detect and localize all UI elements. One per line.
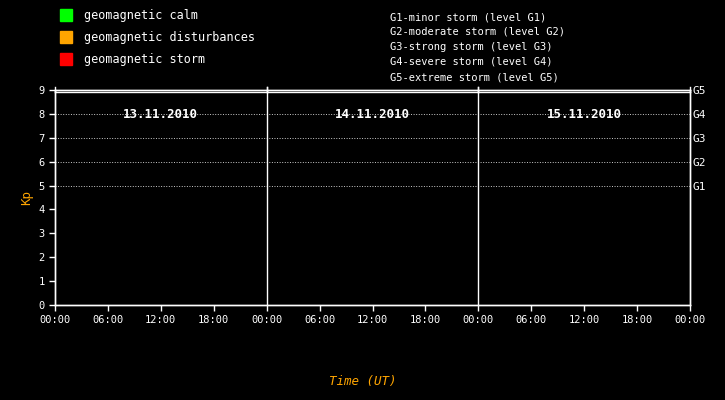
- Text: G2-moderate storm (level G2): G2-moderate storm (level G2): [390, 27, 565, 37]
- Text: G3-strong storm (level G3): G3-strong storm (level G3): [390, 42, 552, 52]
- Text: Time (UT): Time (UT): [328, 375, 397, 388]
- Text: 13.11.2010: 13.11.2010: [123, 108, 199, 121]
- Text: G1-minor storm (level G1): G1-minor storm (level G1): [390, 12, 546, 22]
- Text: geomagnetic calm: geomagnetic calm: [84, 8, 198, 22]
- Text: G5-extreme storm (level G5): G5-extreme storm (level G5): [390, 72, 559, 82]
- Text: 14.11.2010: 14.11.2010: [335, 108, 410, 121]
- Text: geomagnetic disturbances: geomagnetic disturbances: [84, 30, 255, 44]
- Text: 15.11.2010: 15.11.2010: [547, 108, 621, 121]
- Text: G4-severe storm (level G4): G4-severe storm (level G4): [390, 57, 552, 67]
- Y-axis label: Kp: Kp: [20, 190, 33, 205]
- Text: geomagnetic storm: geomagnetic storm: [84, 52, 205, 66]
